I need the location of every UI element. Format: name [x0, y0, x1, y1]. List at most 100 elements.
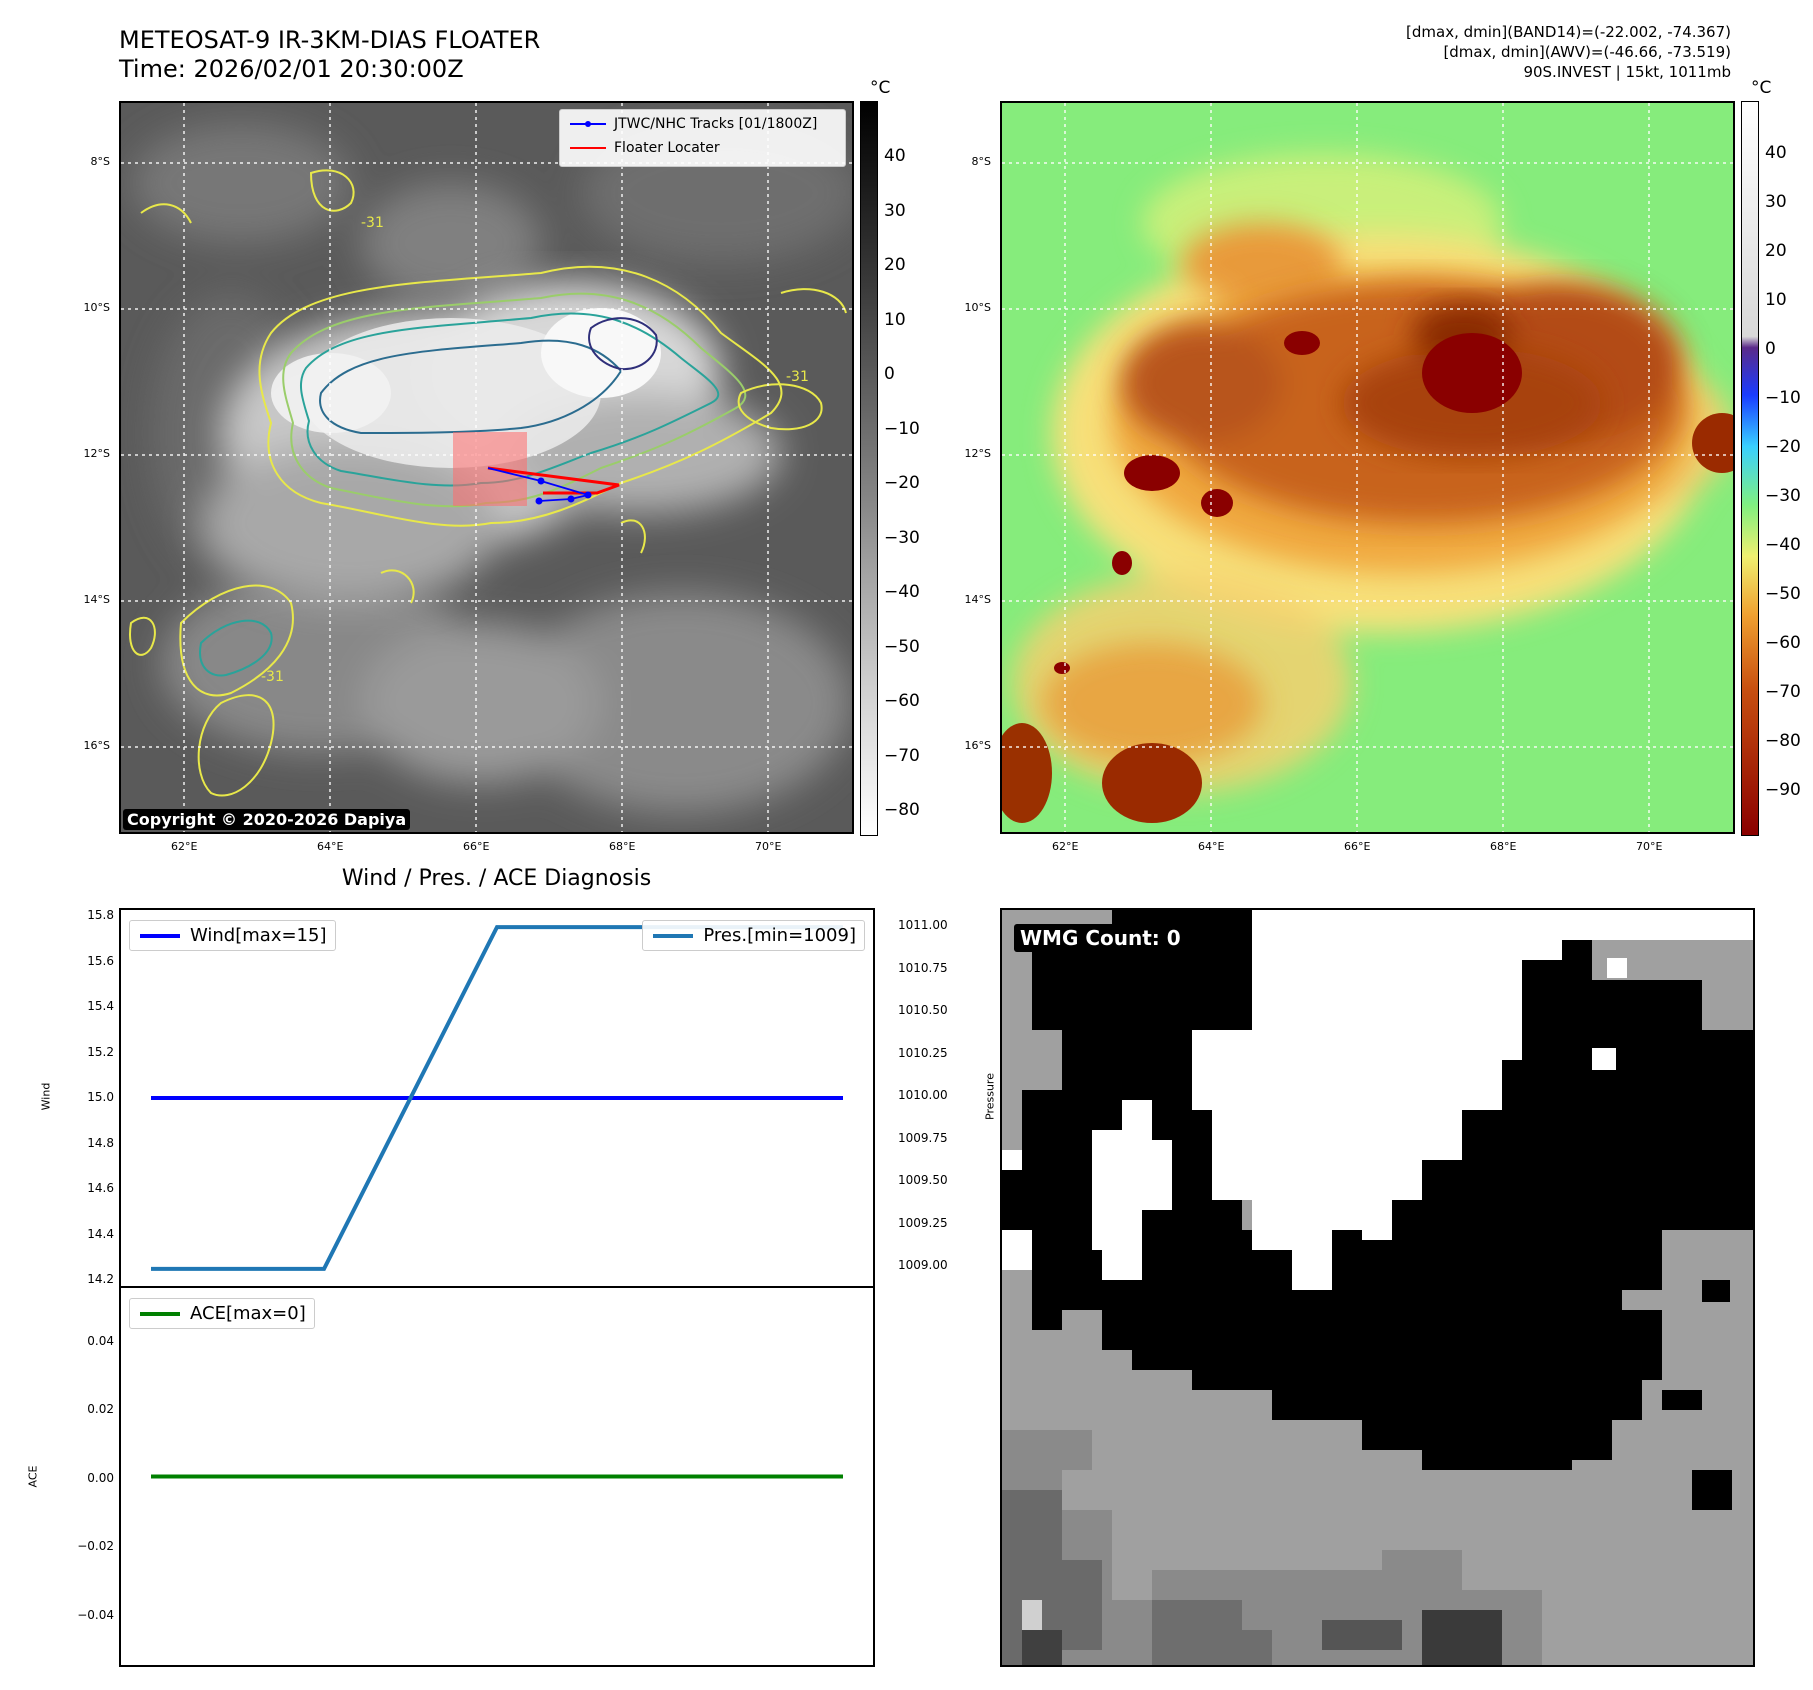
- lon-tick: 62°E: [171, 840, 198, 853]
- lat-tick: 16°S: [83, 739, 110, 752]
- lat-tick: 14°S: [964, 593, 991, 606]
- wind-tick: 14.6: [87, 1181, 114, 1195]
- wind-tick: 15.6: [87, 954, 114, 968]
- legend-locater-label: Floater Locater: [614, 140, 720, 156]
- wind-tick: 15.4: [87, 999, 114, 1013]
- pressure-legend: Pres.[min=1009]: [642, 920, 865, 951]
- pressure-tick: 1009.00: [898, 1258, 948, 1272]
- wmg-panel: WMG Count: 0: [1000, 908, 1755, 1667]
- pressure-y-axis: 1011.00 1010.75 1010.50 1010.25 1010.00 …: [898, 908, 968, 1288]
- wmg-count-label: WMG Count: 0: [1014, 924, 1187, 952]
- lat-tick: 8°S: [90, 155, 110, 168]
- pressure-tick: 1009.25: [898, 1216, 948, 1230]
- lat-tick: 12°S: [964, 447, 991, 460]
- awv-cb-tick: 30: [1765, 192, 1787, 212]
- pressure-tick: 1010.75: [898, 961, 948, 975]
- ir-cb-tick: 20: [884, 255, 906, 275]
- awv-colorbar: [1741, 101, 1759, 836]
- ir-cb-tick: −40: [884, 582, 920, 602]
- lon-tick: 66°E: [463, 840, 490, 853]
- awv-cb-tick: −20: [1765, 437, 1801, 457]
- figure-info: [dmax, dmin](BAND14)=(-22.002, -74.367) …: [1406, 22, 1731, 82]
- pressure-axis-label: Pressure: [983, 1073, 997, 1120]
- ir-cb-tick: 10: [884, 310, 906, 330]
- wind-y-axis: 15.8 15.6 15.4 15.2 15.0 14.8 14.6 14.4 …: [50, 908, 114, 1288]
- track-point: [567, 495, 575, 503]
- awv-lat-axis: 8°S 10°S 12°S 14°S 16°S: [941, 101, 996, 834]
- awv-lon-axis: 62°E 64°E 66°E 68°E 70°E: [1000, 840, 1735, 860]
- ir-cb-tick: −80: [884, 800, 920, 820]
- track-legend: JTWC/NHC Tracks [01/1800Z] Floater Locat…: [559, 109, 846, 167]
- wind-tick: 15.0: [87, 1090, 114, 1104]
- contour-label: -31: [786, 369, 809, 385]
- awv-cb-tick: −10: [1765, 388, 1801, 408]
- ir-cb-tick: −60: [884, 691, 920, 711]
- lon-tick: 64°E: [1198, 840, 1225, 853]
- ir-cb-tick: −10: [884, 419, 920, 439]
- title-line-2: Time: 2026/02/01 20:30:00Z: [119, 55, 464, 83]
- wind-axis-label: Wind: [39, 1082, 53, 1111]
- wind-legend-label: Wind[max=15]: [190, 925, 327, 946]
- lon-tick: 66°E: [1344, 840, 1371, 853]
- awv-cb-tick: −60: [1765, 633, 1801, 653]
- ir-colorbar-unit: °C: [870, 78, 891, 98]
- wind-pressure-svg: [151, 925, 843, 1271]
- ir-cb-tick: 40: [884, 146, 906, 166]
- lon-tick: 68°E: [1490, 840, 1517, 853]
- wind-tick: 15.2: [87, 1045, 114, 1059]
- pressure-legend-label: Pres.[min=1009]: [703, 925, 856, 946]
- wind-tick: 14.2: [87, 1272, 114, 1286]
- lat-tick: 14°S: [83, 593, 110, 606]
- figure-title: METEOSAT-9 IR-3KM-DIAS FLOATER Time: 202…: [119, 26, 540, 84]
- title-line-1: METEOSAT-9 IR-3KM-DIAS FLOATER: [119, 26, 541, 54]
- awv-cb-tick: 0: [1765, 339, 1776, 359]
- ace-tick: 0.00: [87, 1471, 114, 1485]
- ir-cb-tick: −20: [884, 473, 920, 493]
- ir-cb-tick: 30: [884, 201, 906, 221]
- awv-cb-tick: 10: [1765, 290, 1787, 310]
- ir-lon-axis: 62°E 64°E 66°E 68°E 70°E: [119, 840, 854, 860]
- ace-tick: −0.02: [77, 1539, 114, 1553]
- legend-tracks-label: JTWC/NHC Tracks [01/1800Z]: [614, 116, 818, 132]
- ace-axis-label: ACE: [26, 1465, 40, 1488]
- contour-label: -31: [361, 215, 384, 231]
- diagnosis-title: Wind / Pres. / ACE Diagnosis: [341, 866, 652, 891]
- pressure-tick: 1011.00: [898, 918, 948, 932]
- lat-tick: 16°S: [964, 739, 991, 752]
- wmg-image: [1002, 910, 1753, 1665]
- awv-satellite-panel: [1000, 101, 1735, 834]
- awv-colorbar-ticks: 40 30 20 10 0 −10 −20 −30 −40 −50 −60 −7…: [1765, 101, 1811, 834]
- ir-colorbar: [860, 101, 878, 836]
- lon-tick: 64°E: [317, 840, 344, 853]
- ace-tick: 0.04: [87, 1334, 114, 1348]
- awv-cb-tick: 20: [1765, 241, 1787, 261]
- pressure-tick: 1010.00: [898, 1088, 948, 1102]
- ace-svg: [151, 1474, 843, 1479]
- track-point: [584, 491, 592, 499]
- lat-tick: 10°S: [83, 301, 110, 314]
- pressure-tick: 1010.50: [898, 1003, 948, 1017]
- info-line-2: [dmax, dmin](AWV)=(-46.66, -73.519): [1443, 43, 1731, 61]
- wind-pressure-plot: Wind[max=15] Pres.[min=1009]: [119, 908, 875, 1288]
- wind-legend: Wind[max=15]: [129, 920, 336, 951]
- pressure-tick: 1009.75: [898, 1131, 948, 1145]
- pressure-tick: 1009.50: [898, 1173, 948, 1187]
- lon-tick: 70°E: [755, 840, 782, 853]
- lat-tick: 12°S: [83, 447, 110, 460]
- awv-cb-tick: −70: [1765, 682, 1801, 702]
- awv-cb-tick: −30: [1765, 486, 1801, 506]
- awv-image: [1002, 103, 1733, 832]
- ir-cb-tick: −30: [884, 528, 920, 548]
- wind-tick: 14.4: [87, 1227, 114, 1241]
- pressure-tick: 1010.25: [898, 1046, 948, 1060]
- lat-tick: 10°S: [964, 301, 991, 314]
- awv-cb-tick: −90: [1765, 780, 1801, 800]
- awv-cb-tick: −40: [1765, 535, 1801, 555]
- lon-tick: 62°E: [1052, 840, 1079, 853]
- ir-cb-tick: −70: [884, 746, 920, 766]
- awv-cb-tick: −50: [1765, 584, 1801, 604]
- ace-plot: ACE[max=0]: [119, 1286, 875, 1667]
- lon-tick: 70°E: [1636, 840, 1663, 853]
- lat-tick: 8°S: [971, 155, 991, 168]
- ir-colorbar-ticks: 40 30 20 10 0 −10 −20 −30 −40 −50 −60 −7…: [884, 101, 934, 834]
